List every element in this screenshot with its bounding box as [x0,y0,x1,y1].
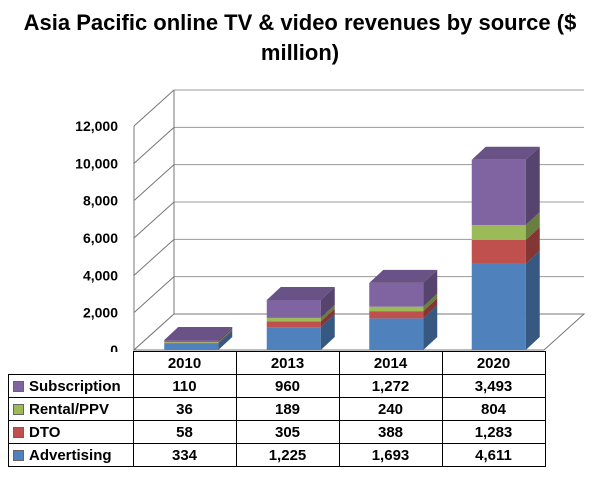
bar-segment-side [218,326,233,343]
gridline-side [133,201,175,239]
bar-segment [471,239,526,264]
bar-segment [369,318,424,350]
y-tick-label: 4,000 [83,267,118,283]
bar-segment-top [164,326,233,340]
table-cell: 804 [441,397,546,421]
table-row-subscription: Subscription 110 960 1,272 3,493 [8,374,546,398]
gridline-side [133,164,175,202]
y-tick-label: 0 [110,342,118,352]
y-tick-label: 6,000 [83,230,118,246]
data-table: 2010 2013 2014 2020 Subscription 110 960… [8,351,546,467]
bar-segment [266,317,321,322]
bar-segment-side [320,314,335,350]
bar-segment-top [369,269,438,283]
bar-segment-side [423,293,438,312]
bar-segment [266,327,321,350]
bar-segment [266,321,321,328]
table-row-advertising: Advertising 334 1,225 1,693 4,611 [8,443,546,467]
table-header-row: 2010 2013 2014 2020 [8,351,546,375]
table-cell: 4,611 [441,443,546,467]
bar-segment [471,159,526,225]
bar-segment-side [525,226,540,264]
table-cell: 334 [132,443,237,467]
gridline-side [133,89,175,127]
bar-segment-side [423,298,438,319]
bar-segment-side [423,305,438,350]
gridline-side [133,126,175,164]
bar-segment [369,282,424,307]
table-corner [8,351,134,375]
table-cell: 1,272 [338,374,443,398]
bar-segment-side [525,146,540,225]
row-label: Rental/PPV [8,397,134,421]
table-cell: 1,225 [235,443,340,467]
bar-segment [266,299,321,318]
gridline-side [133,238,175,276]
bar-segment-top [266,286,335,300]
bar-segment-side [320,308,335,328]
row-label: DTO [8,420,134,444]
table-row-rental-ppv: Rental/PPV 36 189 240 804 [8,397,546,421]
bar-segment [471,263,526,350]
advertising-legend-key [13,450,24,462]
bar-segment-side [320,304,335,322]
category-header: 2010 [132,351,237,375]
table-row-dto: DTO 58 305 388 1,283 [8,420,546,444]
table-cell: 58 [132,420,237,444]
row-label: Subscription [8,374,134,398]
bar-segment [369,306,424,312]
table-cell: 240 [338,397,443,421]
table-cell: 305 [235,420,340,444]
series-name: DTO [29,423,61,441]
y-tick-label: 12,000 [75,118,118,134]
y-tick-label: 8,000 [83,193,118,209]
bar-segment-top [471,146,540,160]
bar-segment-side [423,269,438,307]
rental-ppv-legend-key [13,404,24,416]
table-cell: 1,693 [338,443,443,467]
gridline-side [133,276,175,314]
y-tick-label: 2,000 [83,305,118,321]
table-cell: 110 [132,374,237,398]
bar-segment [164,343,219,350]
bar-segment-side [320,286,335,318]
table-cell: 388 [338,420,443,444]
category-header: 2013 [235,351,340,375]
chart-plot: 0 2,000 4,000 6,000 8,000 10,000 12,000 [75,89,586,352]
chart-title: Asia Pacific online TV & video revenues … [23,10,577,65]
table-cell: 189 [235,397,340,421]
bar-segment-side [218,330,233,350]
bar-segment [164,342,219,343]
series-name: Advertising [29,446,112,464]
bar-segment-side [525,250,540,350]
category-header: 2014 [338,351,443,375]
series-name: Subscription [29,377,121,395]
bar-segment [471,224,526,240]
table-cell: 36 [132,397,237,421]
table-cell: 960 [235,374,340,398]
row-label: Advertising [8,443,134,467]
y-tick-label: 10,000 [75,155,118,171]
category-header: 2020 [441,351,546,375]
subscription-legend-key [13,381,24,393]
bar-segment [164,342,219,344]
bar-segment-side [525,211,540,240]
bar-segment [369,311,424,319]
bar-segment [164,339,219,343]
bar-segment-side [218,329,233,344]
table-cell: 3,493 [441,374,546,398]
dto-legend-key [13,427,24,439]
table-cell: 1,283 [441,420,546,444]
series-name: Rental/PPV [29,400,110,418]
bar-segment-side [218,329,233,343]
